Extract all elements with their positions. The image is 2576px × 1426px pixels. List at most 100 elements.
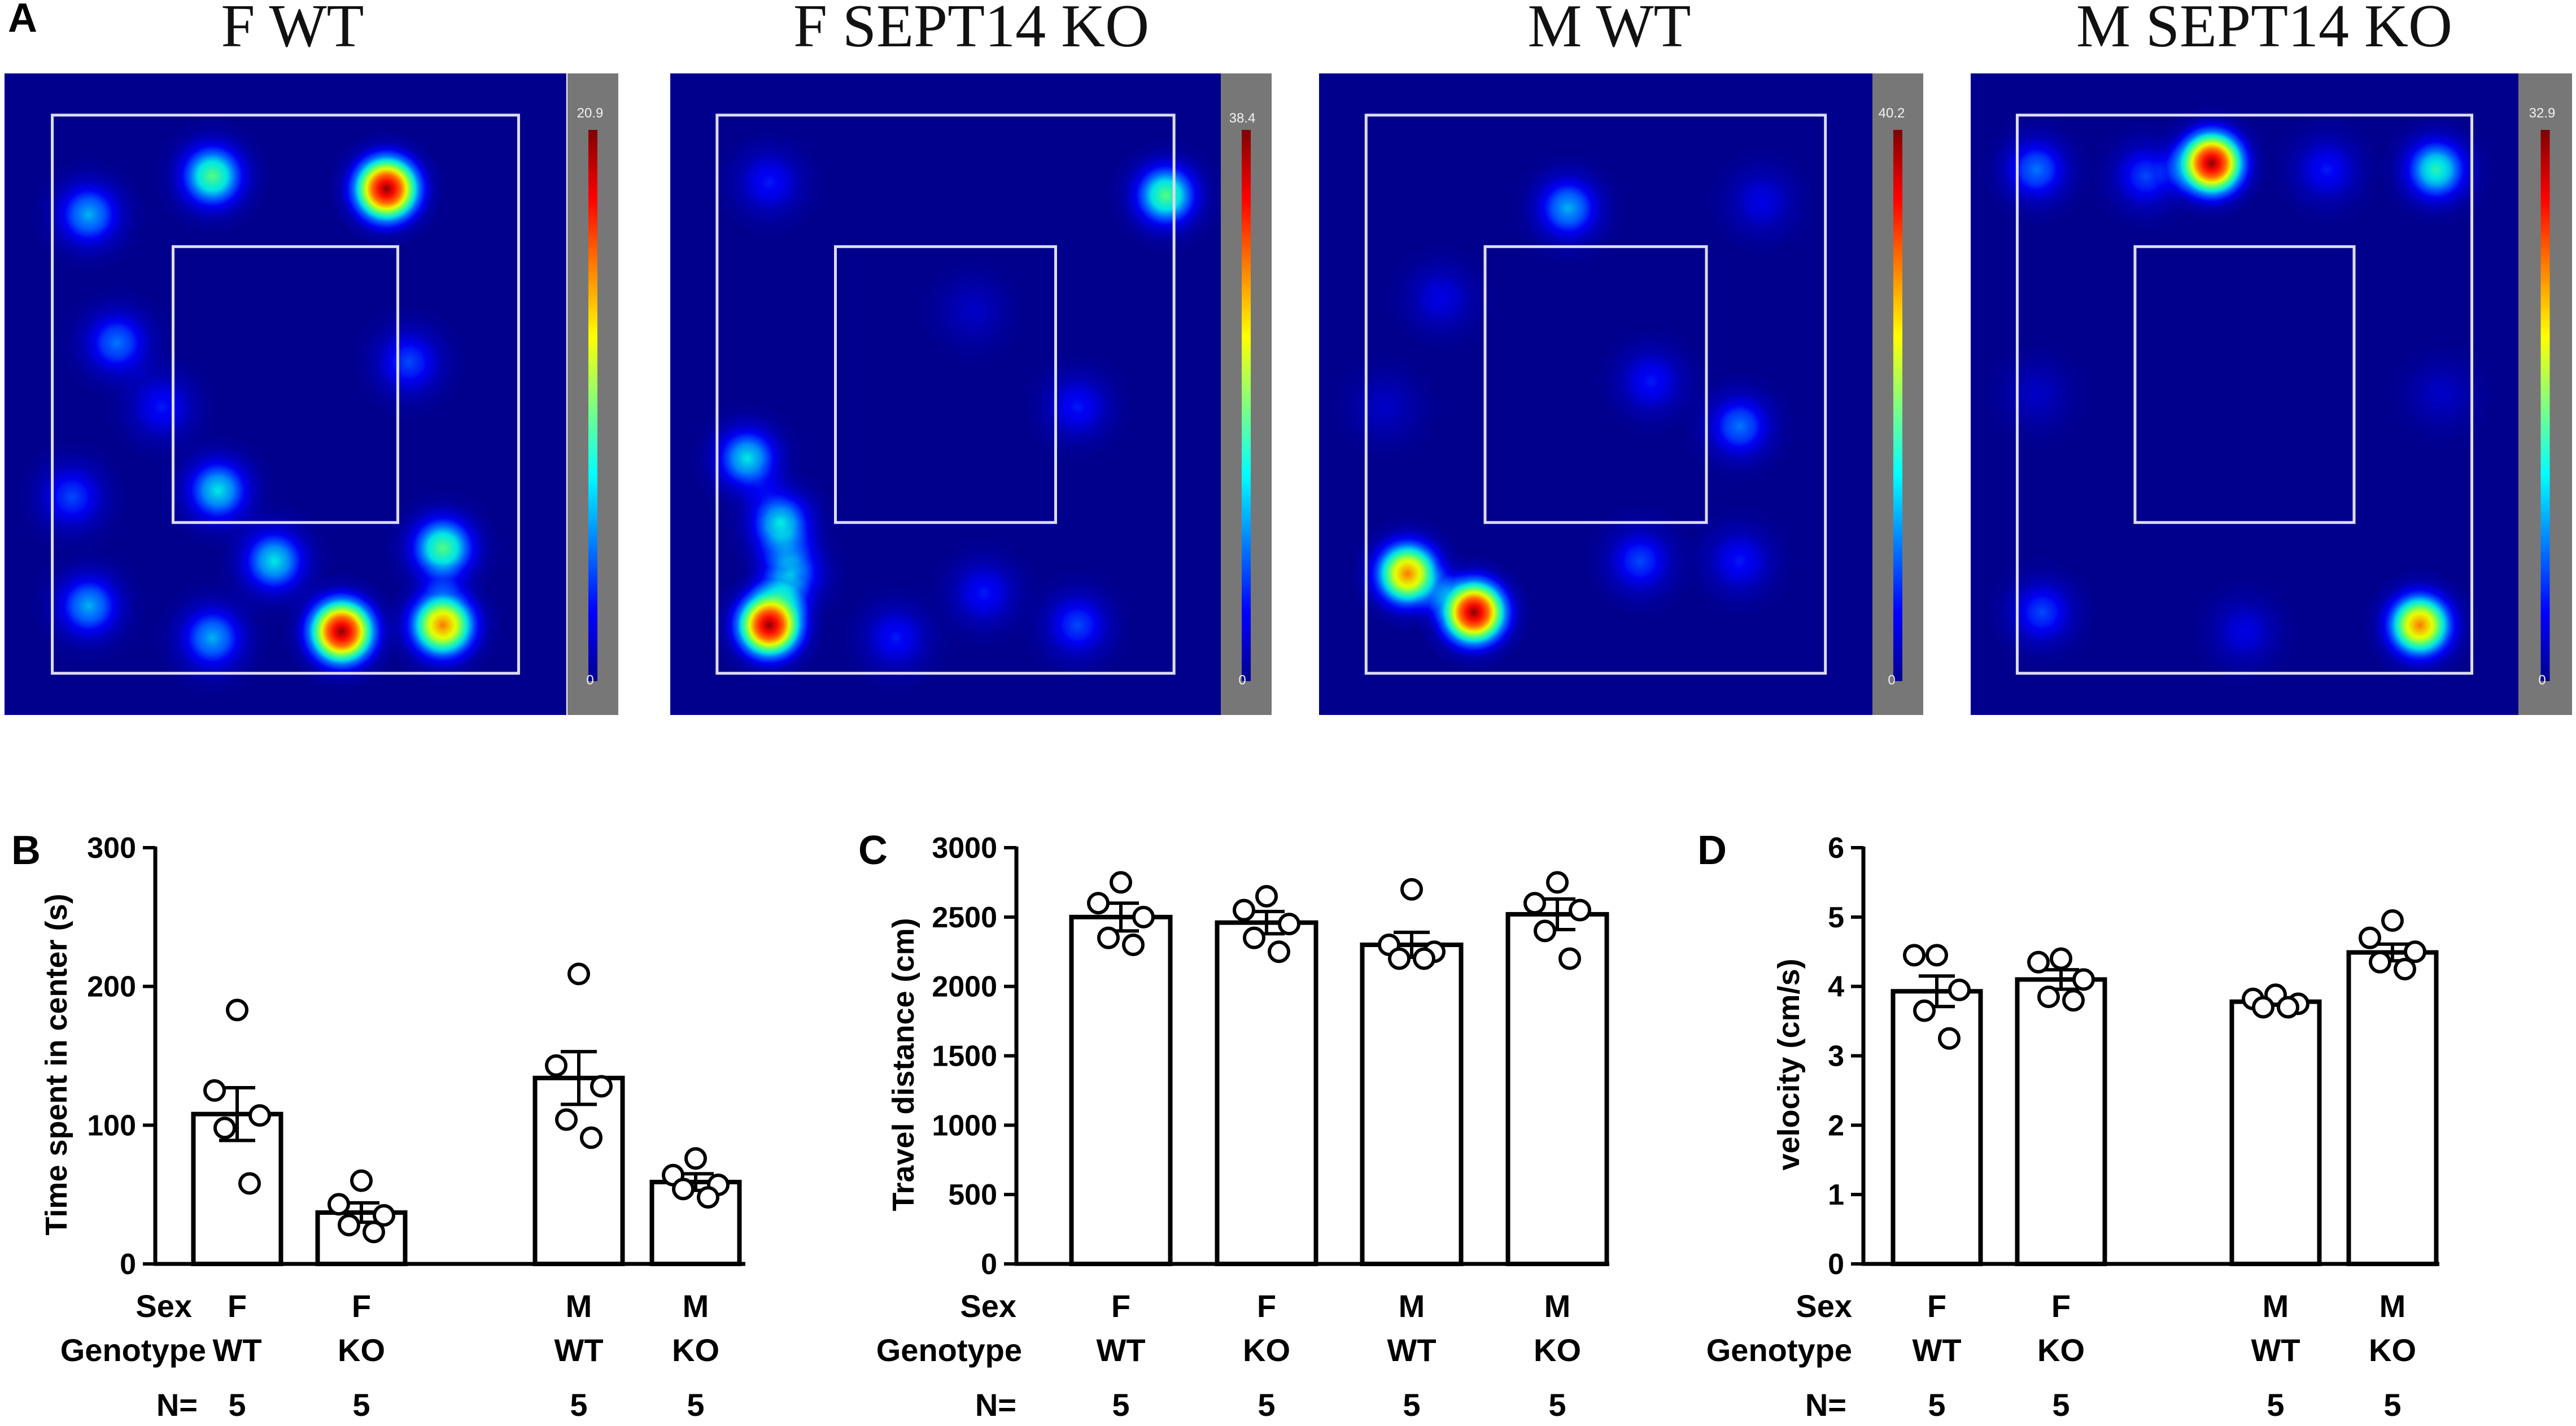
y-tick-label-b-0: 0 [120,1248,136,1281]
data-point-c-m-wt-4 [1388,947,1411,970]
row-label-genotype-d: Genotype [1706,1332,1852,1368]
data-point-b-f-ko-4 [338,1214,360,1237]
genotype-d-1: WT [1912,1332,1961,1368]
colorbar-max-m-ko: 32.9 [2529,106,2556,121]
sex-d-3: M [2263,1288,2289,1324]
data-point-b-m-wt-1 [567,962,590,985]
heatmap-density-m-ko [1971,73,2518,715]
sex-b-4: M [683,1288,709,1324]
sex-b-1: F [228,1288,247,1324]
n-b-4: 5 [687,1387,704,1423]
n-d-1: 5 [1928,1387,1945,1423]
data-point-d-m-ko-5 [2394,957,2416,980]
data-point-c-f-wt-3 [1132,905,1155,928]
hotspot-m-wt-4 [1681,368,1798,485]
data-point-b-f-wt-4 [213,1117,236,1140]
data-point-b-m-ko-1 [684,1147,707,1170]
colorbar-scale [2540,130,2550,681]
sex-b-3: M [566,1288,592,1324]
heatmap-m-wt [1319,73,1923,715]
data-point-b-f-ko-2 [328,1193,350,1216]
data-point-c-m-ko-5 [1558,947,1581,970]
data-point-b-f-wt-5 [238,1172,261,1195]
y-tick-label-d-4: 4 [1828,971,1844,1004]
row-label-sex-d: Sex [1796,1288,1852,1324]
y-tick-label-c-2000: 2000 [932,971,997,1004]
data-point-b-m-wt-3 [590,1075,613,1098]
y-tick-label-c-3000: 3000 [932,832,997,865]
data-point-c-f-wt-5 [1122,933,1145,956]
heatmap-m-ko [1971,73,2572,715]
row-label-sex-b: Sex [136,1288,192,1324]
data-point-b-f-ko-5 [363,1220,385,1244]
sex-b-2: F [352,1288,371,1324]
data-point-d-m-ko-2 [2359,926,2381,949]
heatmap-f-ko [670,73,1272,715]
arena-border [51,114,520,675]
colorbar-scale [1242,130,1251,681]
heatmap-f-wt [5,73,618,715]
n-d-2: 5 [2052,1387,2069,1423]
bar-d-f-wt [1890,989,1983,1266]
data-point-b-f-wt-3 [248,1104,271,1127]
n-c-1: 5 [1112,1387,1129,1423]
genotype-b-1: WT [212,1332,261,1368]
colorbar-min-f-wt: 0 [586,673,593,688]
hotspot-f-wt-4 [383,489,502,608]
genotype-d-2: KO [2037,1332,2085,1368]
data-point-d-f-wt-1 [1926,944,1948,967]
heatmap-title-f-wt: F WT [221,0,364,60]
arena-border [2015,114,2474,675]
heatmap-density-f-ko [670,73,1224,715]
y-tick-label-d-5: 5 [1828,901,1844,934]
colorbar-max-m-wt: 40.2 [1879,106,1905,121]
heatmap-density-m-wt [1319,73,1872,715]
hotspot-f-ko-6 [711,124,827,241]
data-point-c-f-ko-5 [1268,940,1290,963]
row-label-genotype-b: Genotype [60,1332,206,1368]
genotype-c-2: KO [1243,1332,1290,1368]
data-point-b-f-wt-1 [226,998,248,1022]
n-d-4: 5 [2383,1387,2401,1423]
y-axis-label-d: velocity (cm/s) [1772,958,1806,1170]
hotspot-m-ko-5 [1984,555,2099,670]
genotype-d-4: KO [2369,1332,2416,1368]
y-tick-label-b-300: 300 [87,832,136,865]
y-tick-label-c-500: 500 [948,1179,997,1211]
n-b-1: 5 [228,1387,246,1423]
row-label-genotype-c: Genotype [876,1332,1022,1368]
n-b-2: 5 [352,1387,370,1423]
row-label-n-d: N= [1805,1387,1846,1423]
data-point-d-f-ko-1 [2050,947,2072,970]
data-point-c-f-wt-1 [1110,871,1132,894]
data-point-d-m-ko-4 [2369,950,2391,974]
center-zone [172,245,399,524]
hotspot-f-ko-4 [733,516,849,632]
center-zone [834,245,1057,524]
y-tick-label-c-0: 0 [981,1248,997,1281]
sex-d-1: F [1927,1288,1946,1324]
genotype-d-3: WT [2251,1332,2300,1368]
bar-c-f-ko [1215,920,1318,1267]
panel-label-a: A [8,0,37,41]
colorbar-min-m-wt: 0 [1888,673,1895,688]
data-point-b-m-wt-2 [545,1054,567,1077]
data-point-b-f-ko-3 [373,1204,395,1227]
sex-c-2: F [1257,1288,1276,1324]
sex-d-4: M [2379,1288,2406,1324]
hotspot-f-ko-5 [1108,137,1224,254]
hotspot-m-ko-3 [2378,112,2494,228]
data-point-d-m-wt-5 [2277,996,2299,1019]
bar-b-m-ko [649,1180,742,1266]
data-point-c-m-wt-5 [1413,947,1435,970]
hotspot-f-wt-11 [153,579,272,697]
chart-time-in-center: 0 100 200 300 [87,832,745,1281]
colorbar-scale [588,130,597,681]
data-point-d-f-ko-5 [2062,989,2085,1012]
data-point-b-f-wt-2 [203,1079,226,1102]
bar-b-m-wt [532,1075,625,1266]
hotspot-f-ko-9 [1020,349,1136,465]
sex-c-4: M [1544,1288,1571,1324]
panel-label-c: C [858,828,888,873]
